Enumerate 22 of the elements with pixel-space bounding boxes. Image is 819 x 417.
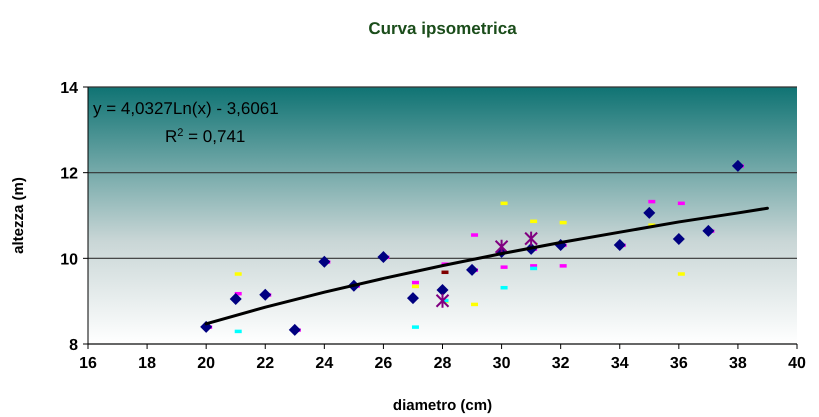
x-tick-label: 32: [552, 355, 570, 372]
y-tick-label: 10: [60, 251, 78, 268]
y-tick-label: 12: [60, 166, 78, 183]
x-axis-title: diametro (cm): [392, 397, 492, 414]
x-tick-label: 40: [788, 355, 806, 372]
y-tick-label: 8: [69, 337, 78, 354]
x-tick-label: 34: [610, 355, 629, 372]
y-tick-label: 14: [60, 80, 78, 97]
annotation: R$^{2}$ = 0,741: [165, 127, 246, 146]
y-axis-title: altezza (m): [10, 177, 27, 254]
x-tick-label: 20: [197, 355, 216, 372]
x-tick-label: 26: [374, 355, 392, 372]
x-tick-label: 36: [670, 355, 688, 372]
x-tick-label: 38: [729, 355, 747, 372]
x-tick-label: 28: [434, 355, 452, 372]
x-tick-label: 24: [315, 355, 334, 372]
x-tick-label: 16: [79, 355, 97, 372]
chart-title: Curva ipsometrica: [368, 19, 518, 38]
x-tick-label: 22: [256, 355, 274, 372]
x-tick-label: 18: [138, 355, 156, 372]
annotation: y = 4,0327Ln(x) - 3,6061: [93, 99, 279, 118]
x-tick-label: 30: [492, 355, 511, 372]
